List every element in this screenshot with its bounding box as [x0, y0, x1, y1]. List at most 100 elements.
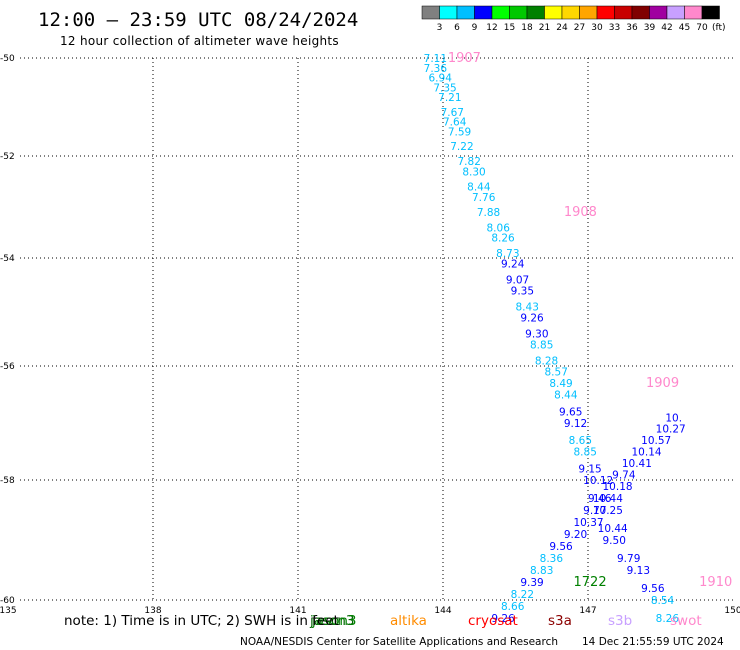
swh-value-label: 7.11 — [424, 53, 447, 65]
swh-value-label: 7.35 — [433, 82, 456, 94]
swh-value-label: 8.43 — [516, 302, 539, 314]
swh-value-label: 9.15 — [578, 464, 601, 476]
swh-value-label: 8.30 — [462, 166, 485, 178]
swh-value-label: 9.35 — [511, 285, 534, 297]
swh-value-label: 10.27 — [656, 424, 686, 436]
swh-value-label: 9.20 — [564, 529, 587, 541]
credit-line: NOAA/NESDIS Center for Satellite Applica… — [240, 636, 558, 648]
y-tick-label: -58 — [0, 476, 15, 486]
satellite-name: jason3 — [309, 613, 354, 629]
legend-swatch — [456, 5, 475, 20]
legend-level-label: 36 — [626, 23, 638, 33]
swh-value-label: 10.25 — [593, 505, 623, 517]
satellite-name: altika — [390, 613, 427, 629]
legend-swatch — [666, 5, 685, 20]
legend-level-label: 27 — [574, 23, 585, 33]
legend-swatch — [614, 5, 633, 20]
swh-value-label: 8.28 — [535, 356, 558, 368]
pass-number-label: 1722 — [574, 575, 607, 590]
swh-value-label: 10.44 — [593, 493, 623, 505]
legend-level-label: 70 — [696, 23, 708, 33]
legend-unit: (ft) — [712, 23, 726, 33]
swh-value-label: 10.44 — [598, 523, 628, 535]
swh-value-label: 8.36 — [540, 553, 564, 565]
swh-value-label: 9.50 — [603, 535, 626, 547]
legend-level-label: 21 — [539, 23, 550, 33]
legend-level-label: 3 — [437, 23, 443, 33]
swh-value-label: 9.26 — [491, 613, 515, 625]
x-tick-label: 141 — [289, 606, 306, 616]
legend-swatch — [526, 5, 545, 20]
y-tick-label: -54 — [0, 254, 15, 264]
legend-level-label: 18 — [521, 23, 533, 33]
swh-value-label: 8.57 — [545, 367, 568, 379]
swh-value-label: 8.66 — [501, 601, 525, 613]
swh-value-label: 7.88 — [477, 207, 500, 219]
chart-title: 12:00 – 23:59 UTC 08/24/2024 — [38, 9, 358, 31]
swh-value-label: 9.13 — [627, 565, 650, 577]
swh-value-label: 9.24 — [501, 258, 525, 270]
legend-level-label: 33 — [609, 23, 620, 33]
x-tick-label: 147 — [579, 606, 596, 616]
legend-swatch — [439, 5, 458, 20]
legend-level-label: 6 — [454, 23, 460, 33]
swh-value-label: 8.44 — [467, 182, 491, 194]
swh-value-label: 7.67 — [441, 107, 464, 119]
y-tick-label: -50 — [0, 54, 15, 64]
legend-level-label: 24 — [556, 23, 568, 33]
legend-swatch — [544, 5, 563, 20]
legend-swatch — [474, 5, 493, 20]
satellite-name: s3a — [548, 613, 572, 629]
swh-value-label: 8.65 — [569, 435, 592, 447]
satellite-name: cryosat — [468, 613, 518, 629]
swh-value-label: 8.85 — [530, 339, 553, 351]
swh-value-label: 7.76 — [472, 192, 496, 204]
x-tick-label: 135 — [0, 606, 17, 616]
swh-value-label: 10.37 — [574, 517, 604, 529]
swh-value-label: 8.44 — [554, 390, 578, 402]
y-tick-label: -52 — [0, 152, 15, 162]
swh-value-label: 7.36 — [424, 63, 448, 75]
legend-level-label: 12 — [486, 23, 497, 33]
legend-swatch — [561, 5, 580, 20]
legend-level-label: 45 — [679, 23, 690, 33]
legend-level-label: 15 — [504, 23, 515, 33]
swh-value-label: 7.82 — [458, 156, 481, 168]
swh-value-label: 9.77 — [583, 505, 606, 517]
swh-value-label: 9.46 — [588, 493, 612, 505]
x-tick-label: 144 — [434, 606, 451, 616]
legend-swatch — [649, 5, 668, 20]
legend-swatch — [684, 5, 703, 20]
swh-value-label: 7.21 — [438, 92, 461, 104]
legend-level-label: 30 — [591, 23, 603, 33]
legend-swatch — [579, 5, 598, 20]
swh-value-label: 9.07 — [506, 275, 529, 287]
legend-level-label: 39 — [644, 23, 656, 33]
swh-value-label: 10.57 — [641, 435, 671, 447]
legend-swatch — [421, 5, 440, 20]
swh-value-label: 8.73 — [496, 248, 519, 260]
swh-value-label: 10.41 — [622, 458, 652, 470]
y-tick-label: -56 — [0, 362, 15, 372]
pass-number-label: 1908 — [564, 205, 597, 220]
satellite-name: jason3 — [311, 613, 356, 629]
swh-value-label: 8.85 — [574, 447, 597, 459]
swh-value-label: 8.54 — [651, 595, 675, 607]
plot-area: 135 138 141 144 147 150 -50 -52 -54 -56 -58 -60 7.11… — [0, 51, 740, 625]
swh-value-label: 6.94 — [429, 73, 453, 85]
swh-value-label: 10.14 — [632, 447, 662, 459]
swh-value-label: 10.18 — [603, 481, 633, 493]
generated-timestamp: 14 Dec 21:55:59 UTC 2024 — [582, 636, 724, 648]
chart-subtitle: 12 hour collection of altimeter wave hei… — [60, 34, 339, 48]
legend-swatch — [596, 5, 615, 20]
pass-number-label: 1910 — [699, 575, 732, 590]
swh-value-label: 9.39 — [520, 577, 543, 589]
swh-value-label: 10. — [665, 412, 682, 424]
legend-swatch — [509, 5, 528, 20]
swh-value-label: 9.74 — [612, 469, 636, 481]
swh-value-label: 9.30 — [525, 329, 548, 341]
swh-value-label: 8.26 — [491, 233, 515, 245]
legend-swatch — [631, 5, 650, 20]
